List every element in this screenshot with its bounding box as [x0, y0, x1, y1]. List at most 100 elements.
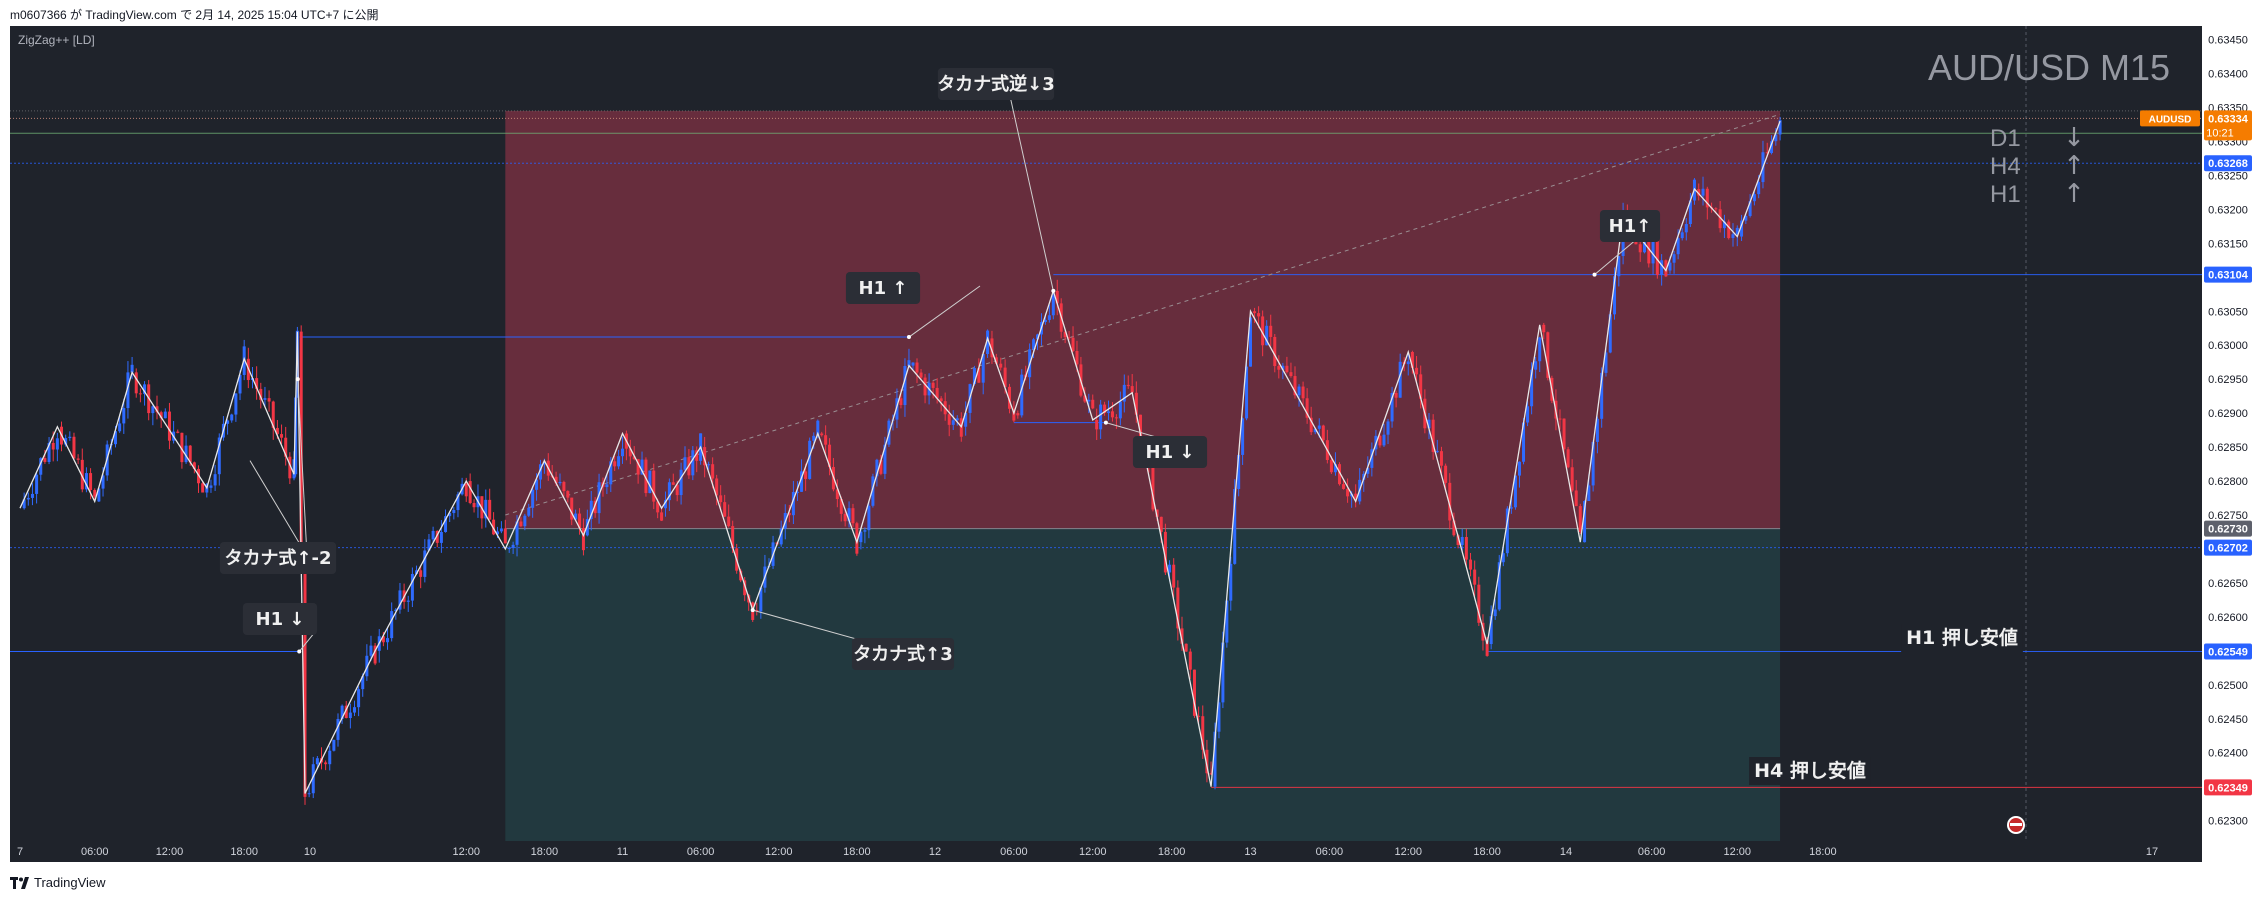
annotation-connector-katakana-up-2b: [249, 460, 308, 557]
candle-body: [234, 393, 238, 415]
candle-body: [863, 530, 867, 532]
candle-body: [1249, 317, 1252, 367]
candle-body: [357, 689, 361, 708]
time-tick: 06:00: [1000, 846, 1028, 858]
indicator-label: ZigZag++ [LD]: [18, 33, 95, 47]
candle-body: [1660, 260, 1664, 275]
annotation-h4-support[interactable]: H4 押し安値: [1749, 757, 1871, 785]
time-axis-area[interactable]: [10, 841, 2202, 862]
candle-body: [1265, 325, 1269, 346]
candle-body: [1201, 716, 1205, 750]
time-tick: 12:00: [765, 846, 793, 858]
annotation-box: [937, 68, 1055, 100]
price-tick: 0.62650: [2208, 578, 2248, 590]
candle-body: [1168, 564, 1172, 573]
annotation-h1-up-1[interactable]: H1 ↑: [845, 272, 921, 304]
candle-body: [456, 494, 460, 511]
candle-body: [715, 478, 719, 496]
candle-body: [1063, 331, 1067, 338]
time-tick: 17: [2146, 846, 2158, 858]
candle-body: [731, 526, 735, 549]
candle-body: [679, 469, 683, 496]
candle-body: [1253, 311, 1257, 314]
price-tick: 0.62600: [2208, 612, 2248, 624]
candle-body: [134, 372, 138, 394]
time-tick: 10: [304, 846, 316, 858]
candle-body: [1342, 484, 1346, 489]
candle-body: [640, 459, 644, 475]
time-tick: 12:00: [1079, 846, 1107, 858]
annotation-box: [851, 638, 955, 670]
trend-table: D1 ↓ H4 ↑ H1 ↑: [1990, 123, 2085, 209]
candle-body: [398, 590, 402, 610]
price-tag-bg: [2204, 779, 2252, 796]
annotation-h1-down-2[interactable]: H1 ↓: [242, 603, 318, 635]
candle-body: [804, 471, 808, 479]
candle-body: [523, 515, 527, 527]
candle-body: [1130, 386, 1134, 393]
time-tick: 13: [1244, 846, 1256, 858]
candle-body: [1664, 260, 1668, 277]
candle-body: [515, 521, 519, 545]
candle-body: [499, 528, 503, 532]
candle-body: [1469, 559, 1473, 570]
candle-body: [1731, 234, 1735, 239]
candle-body: [488, 499, 492, 520]
annotation-text: H1 ↓: [1146, 442, 1195, 463]
candle-body: [1273, 336, 1277, 367]
candle-body: [76, 458, 80, 460]
candle-body: [410, 573, 414, 601]
annotation-h1-up-2[interactable]: H1↑: [1599, 210, 1661, 242]
annotation-anchor-h1-down-1: [1103, 420, 1108, 425]
candle-body: [656, 501, 660, 513]
candle-body: [1513, 475, 1517, 508]
candle-body: [1460, 536, 1464, 545]
price-tick: 0.62400: [2208, 748, 2248, 760]
annotation-katakana-up3[interactable]: タカナ式↑3: [851, 638, 955, 670]
candle-body: [759, 587, 763, 612]
candle-body: [695, 450, 699, 461]
candle-body: [632, 456, 636, 460]
candle-body: [1346, 488, 1350, 497]
price-tag-0.62730: 0.62730: [2208, 524, 2248, 536]
candle-body: [1184, 643, 1188, 652]
candle-body: [593, 500, 597, 514]
candle-body: [303, 548, 307, 797]
annotation-text: H1 ↓: [256, 609, 305, 630]
candle-body: [1370, 449, 1374, 468]
candle-body: [213, 474, 217, 486]
economic-event-icon[interactable]: [2007, 816, 2025, 834]
candle-body: [267, 398, 271, 402]
candle-body: [288, 456, 292, 479]
candle-body: [496, 531, 499, 535]
annotation-katakana-up-2[interactable]: タカナ式↑-2: [219, 542, 337, 574]
price-axis: 0.634500.634000.633500.633000.632500.632…: [2140, 35, 2252, 828]
candle-body: [1757, 182, 1761, 195]
candle-body: [1481, 622, 1485, 641]
candle-body: [1562, 418, 1566, 450]
chart-panel[interactable]: H1 ↑ タカナ式逆↓3 H1↑ H1 ↓ タカナ式↑-2 H1 ↓ タカナ式↑3 H1 押し…: [10, 26, 2253, 862]
candle-body: [895, 398, 899, 420]
tradingview-logo[interactable]: TradingView: [10, 875, 106, 890]
candle-body: [617, 456, 621, 467]
annotation-h1-down-1[interactable]: H1 ↓: [1132, 436, 1208, 468]
annotation-katakana-rev-down3[interactable]: タカナ式逆↓3: [937, 68, 1055, 100]
candle-body: [1269, 325, 1273, 337]
price-tick: 0.62300: [2208, 816, 2248, 828]
candle-body: [484, 499, 488, 519]
trend-dir-D1: ↓: [2063, 123, 2085, 153]
price-chart[interactable]: H1 ↑ タカナ式逆↓3 H1↑ H1 ↓ タカナ式↑-2 H1 ↓ タカナ式↑3 H1 押し…: [10, 26, 2253, 862]
candle-body: [1410, 352, 1414, 368]
candle-body: [130, 364, 134, 373]
annotation-bg: [1749, 757, 1871, 785]
candle-body: [667, 482, 671, 501]
annotation-box: [242, 603, 318, 635]
candle-body: [507, 547, 511, 549]
candle-body: [1110, 411, 1114, 418]
price-tag-0.62349: 0.62349: [2208, 782, 2248, 794]
candle-body: [613, 461, 617, 467]
candle-body: [1245, 366, 1249, 419]
annotation-h1-support[interactable]: H1 押し安値: [1901, 624, 2023, 652]
candle-body: [1043, 319, 1047, 323]
candle-body: [1333, 464, 1337, 473]
